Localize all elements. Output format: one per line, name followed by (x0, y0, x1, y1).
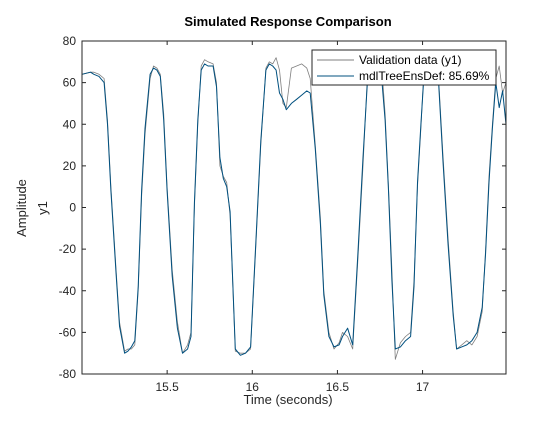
y-axis-label-outer: Amplitude (14, 179, 29, 237)
x-tick-label: 15.5 (155, 380, 179, 394)
y-tick-label: -80 (59, 367, 77, 381)
axes-background (82, 41, 506, 374)
y-tick-label: 80 (63, 34, 77, 48)
plot-area (81, 40, 507, 375)
y-tick-label: -60 (59, 325, 77, 339)
legend-box (311, 49, 497, 86)
legend-label-validation: Validation data (y1) (359, 53, 462, 67)
y-axis-label-inner: y1 (35, 201, 50, 215)
y-tick-label: 40 (63, 117, 77, 131)
x-axis-ticks: 15.5 16 16.5 17 (155, 41, 430, 394)
y-axis-ticks: -80 -60 -40 -20 0 20 40 60 80 (59, 34, 506, 381)
y-tick-label: -40 (59, 284, 77, 298)
chart-title: Simulated Response Comparison (184, 14, 391, 29)
x-tick-label: 16 (246, 380, 260, 394)
x-tick-label: 16.5 (326, 380, 350, 394)
y-tick-label: 20 (63, 159, 77, 173)
legend-label-model: mdlTreeEnsDef: 85.69% (359, 69, 490, 83)
x-axis-label: Time (seconds) (243, 392, 332, 407)
y-tick-label: 60 (63, 76, 77, 90)
legend: Validation data (y1) mdlTreeEnsDef: 85.6… (311, 49, 497, 86)
y-tick-label: -20 (59, 242, 77, 256)
x-tick-label: 17 (416, 380, 430, 394)
y-tick-label: 0 (69, 201, 76, 215)
